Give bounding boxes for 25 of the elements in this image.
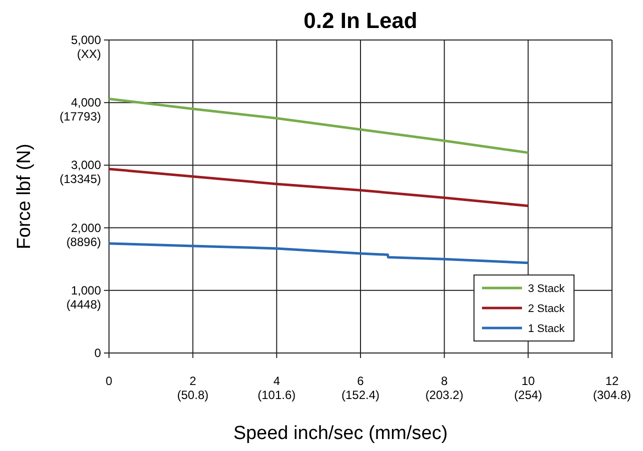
- x2-tick-label: (254): [514, 388, 542, 402]
- legend-label: 2 Stack: [528, 303, 566, 315]
- y-tick-label: 4,000 (17793): [60, 96, 102, 124]
- x2-tick-label: (203.2): [425, 388, 464, 402]
- x2-tick-label: (101.6): [258, 388, 296, 402]
- x2-tick-label: (304.8): [592, 388, 632, 402]
- chart-title: 0.2 In Lead: [304, 8, 418, 33]
- legend-label: 1 Stack: [528, 323, 566, 335]
- x2-tick-label: (50.8): [177, 388, 209, 402]
- x-tick-label: 2: [189, 374, 196, 388]
- x-tick-label: 6: [357, 374, 364, 388]
- x-tick-label: 4: [273, 374, 280, 388]
- y-tick-label: 5,000 (XX): [70, 33, 102, 61]
- y-tick-label: 2,000 (8896): [66, 220, 102, 249]
- x-tick-label: 0: [106, 374, 113, 388]
- y-axis-title: Force lbf (N): [14, 144, 35, 250]
- y-tick-label: 0: [94, 346, 102, 360]
- x-tick-label: 8: [440, 374, 448, 388]
- x-axis-title: Speed inch/sec (mm/sec): [233, 423, 448, 444]
- x-tick-label: 12: [605, 374, 619, 388]
- x-tick-label: 10: [521, 374, 536, 388]
- y-tick-label: 3,000 (13345): [60, 158, 102, 186]
- y-tick-label: 1,000 (4448): [66, 283, 102, 312]
- x2-tick-label: (152.4): [341, 388, 380, 402]
- legend-label: 3 Stack: [528, 283, 566, 295]
